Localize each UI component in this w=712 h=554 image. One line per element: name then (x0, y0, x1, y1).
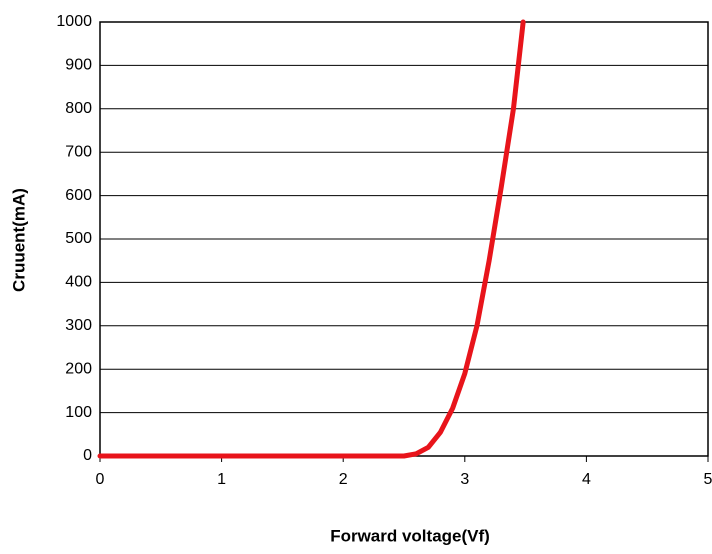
y-tick-label: 100 (65, 404, 92, 421)
y-tick-label: 1000 (56, 13, 92, 30)
y-tick-label: 800 (65, 100, 92, 117)
x-tick-label: 1 (217, 471, 226, 488)
y-tick-label: 200 (65, 360, 92, 377)
y-tick-label: 400 (65, 274, 92, 291)
y-tick-label: 600 (65, 187, 92, 204)
x-axis-label: Forward voltage(Vf) (330, 526, 490, 545)
x-tick-label: 2 (339, 471, 348, 488)
y-tick-label: 300 (65, 317, 92, 334)
y-axis-label: Cruuent(mA) (9, 188, 28, 292)
x-tick-label: 3 (460, 471, 469, 488)
x-tick-label: 0 (96, 471, 105, 488)
y-tick-label: 900 (65, 57, 92, 74)
y-tick-label: 500 (65, 230, 92, 247)
y-tick-label: 0 (83, 447, 92, 464)
data-line (97, 19, 526, 459)
x-tick-label: 5 (704, 471, 712, 488)
x-tick-label: 4 (582, 471, 591, 488)
y-tick-label: 700 (65, 143, 92, 160)
